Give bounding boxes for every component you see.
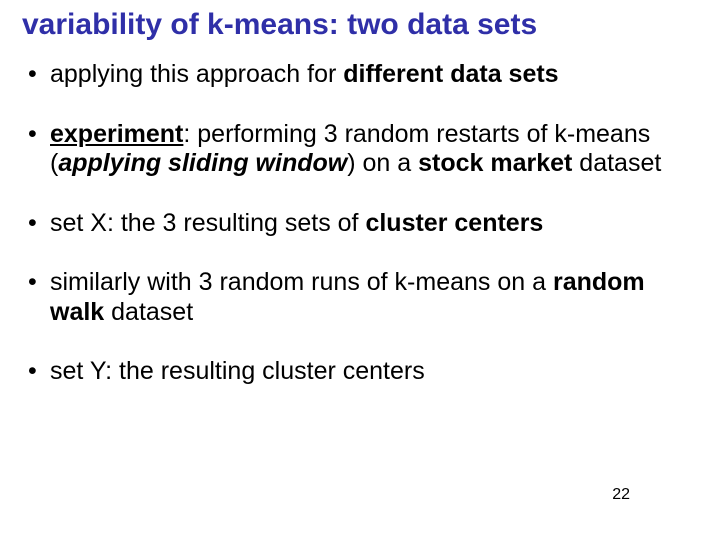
bullet-5-text: set Y: the resulting cluster centers [50,357,425,385]
bullet-2: experiment: performing 3 random restarts… [28,120,692,179]
bullet-1-bold: different data sets [343,60,558,88]
bullet-5: set Y: the resulting cluster centers [28,357,692,387]
slide-title: variability of k-means: two data sets [22,8,692,42]
bullet-3: set X: the 3 resulting sets of cluster c… [28,209,692,239]
bullet-1: applying this approach for different dat… [28,60,692,90]
bullet-3-bold: cluster centers [365,209,543,237]
bullet-2-stock: stock market [418,149,572,177]
bullet-2-end: dataset [572,149,661,177]
bullet-2-experiment: experiment [50,120,183,148]
bullet-4-pre: similarly with 3 random runs of k-means … [50,268,553,296]
bullet-1-text: applying this approach for [50,60,343,88]
bullet-2-mid2: ) on a [347,149,418,177]
bullet-2-emph: applying sliding window [58,149,347,177]
page-number: 22 [612,486,630,504]
bullet-4-end: dataset [104,298,193,326]
bullet-3-pre: set X: the 3 resulting sets of [50,209,365,237]
bullet-list: applying this approach for different dat… [28,60,692,387]
bullet-4: similarly with 3 random runs of k-means … [28,268,692,327]
